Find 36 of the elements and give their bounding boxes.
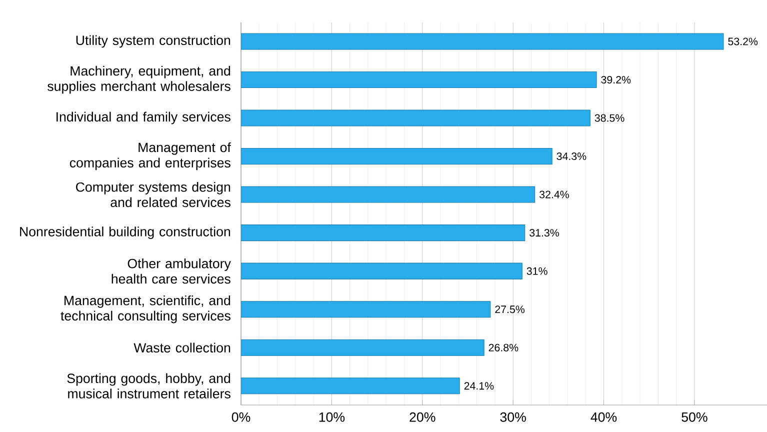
data-label: 32.4% — [540, 190, 569, 198]
y-tick-label: Machinery, equipment, and supplies merchant wholesalers — [48, 66, 230, 94]
bar — [241, 186, 536, 203]
y-tick-label: Computer systems design and related services — [76, 182, 230, 208]
bar — [241, 148, 552, 165]
y-tick-label: Sporting goods, hobby, and musical instrument retailers — [67, 373, 230, 398]
y-tick-label: Management, scientific, and technical consulting services — [60, 295, 230, 324]
data-label: 53.2% — [728, 38, 758, 46]
bar — [241, 71, 597, 88]
data-label: 26.8% — [488, 344, 518, 352]
x-tick-label: 50% — [682, 412, 708, 422]
x-tick-label: 30% — [500, 412, 526, 422]
x-tick-label: 20% — [410, 412, 436, 422]
y-tick-label: Management of companies and enterprises — [70, 142, 231, 170]
y-tick-label: Nonresidential building construction — [20, 226, 230, 240]
x-tick-label: 0% — [232, 412, 250, 422]
data-label: 24.1% — [464, 382, 494, 390]
data-label: 39.2% — [601, 76, 631, 84]
data-label: 34.3% — [556, 152, 586, 160]
data-label: 27.5% — [495, 306, 525, 314]
data-label: 38.5% — [594, 114, 624, 122]
bar — [241, 339, 484, 356]
y-tick-label: Waste collection — [134, 342, 230, 352]
data-label: 31.3% — [530, 229, 559, 237]
y-tick-label: Utility system construction — [76, 35, 230, 48]
bar — [241, 33, 724, 50]
bar — [241, 110, 590, 126]
bar — [241, 378, 460, 394]
bar — [241, 224, 526, 242]
bar — [241, 301, 491, 318]
x-tick-label: 40% — [590, 412, 617, 422]
bar — [241, 262, 522, 280]
y-tick-label: Individual and family services — [56, 112, 230, 124]
x-tick-label: 10% — [319, 412, 345, 422]
data-label: 31% — [526, 267, 548, 275]
y-tick-label: Other ambulatory health care services — [112, 258, 231, 284]
